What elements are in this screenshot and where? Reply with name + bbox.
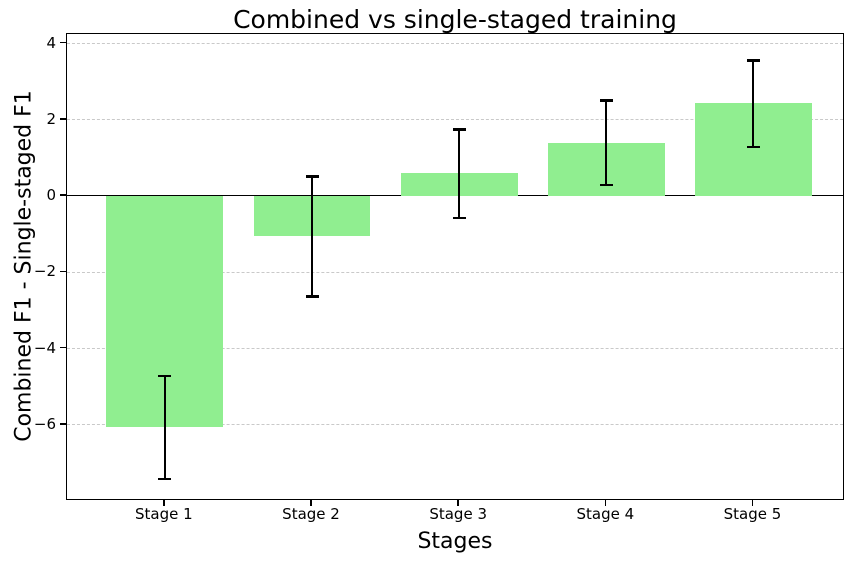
error-bar-cap [158,477,172,481]
gridline [67,424,843,425]
error-bar-cap [599,99,613,102]
gridline [67,271,843,273]
error-bar-cap [158,374,172,378]
chart-title: Combined vs single-staged training [233,5,677,34]
y-tick-label: 2 [46,109,56,128]
gridline [67,347,843,349]
error-bar [605,100,608,185]
x-tick-mark [604,500,607,506]
error-bar-cap [452,216,466,220]
error-bar [163,375,166,479]
error-bar-cap [305,295,319,298]
gridline [67,119,843,121]
error-bar-cap [452,128,466,131]
y-tick-label: −4 [33,338,56,357]
x-tick-label: Stage 3 [429,505,487,523]
y-tick-mark [60,346,66,349]
error-bar-cap [305,175,319,178]
y-tick-mark [60,423,66,425]
x-axis-label: Stages [417,529,493,554]
y-tick-label: 0 [46,186,56,205]
error-bar-cap [599,183,613,187]
error-bar-cap [746,145,760,149]
error-bar [311,176,313,297]
y-tick-mark [60,270,66,272]
x-tick-label: Stage 1 [135,505,193,523]
x-tick-mark [457,500,459,506]
x-tick-label: Stage 5 [723,505,782,523]
y-tick-mark [60,41,66,44]
x-tick-mark [163,500,165,506]
x-tick-mark [310,500,312,506]
x-tick-label: Stage 2 [282,505,340,523]
y-tick-label: 4 [46,33,56,52]
error-bar-cap [746,59,760,62]
y-tick-mark [60,118,66,120]
y-tick-label: −2 [33,262,56,281]
x-tick-mark [751,500,754,506]
y-tick-mark [60,194,66,196]
y-tick-label: −6 [33,414,56,433]
x-tick-label: Stage 4 [576,505,635,523]
error-bar [458,129,461,219]
error-bar [752,60,755,147]
plot-area [66,33,844,500]
gridline [67,42,843,44]
